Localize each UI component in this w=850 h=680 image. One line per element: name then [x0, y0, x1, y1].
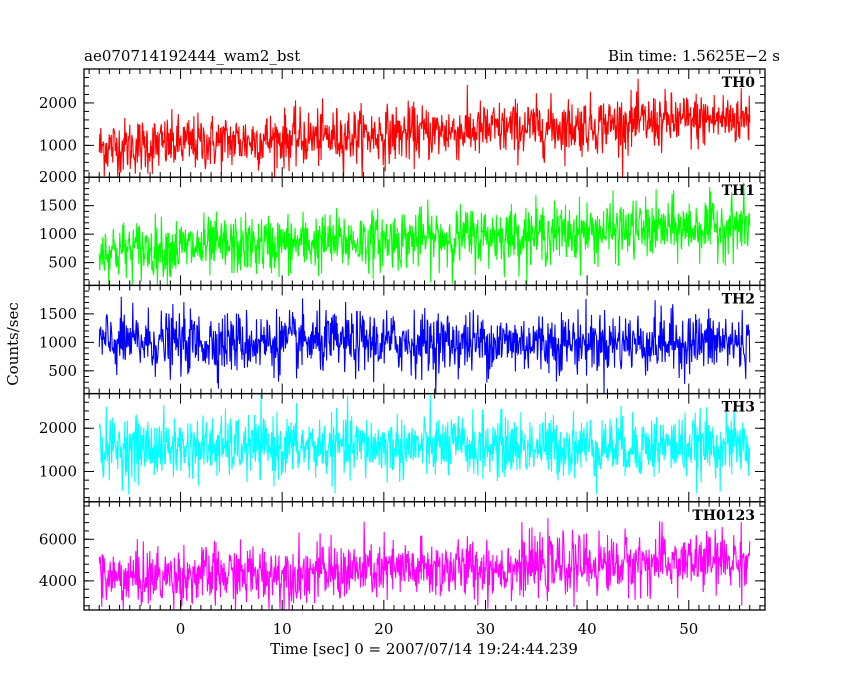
series-line-th0 — [98, 78, 751, 178]
y-tick-label: 1000 — [39, 225, 77, 243]
series-line-th0123 — [98, 518, 751, 610]
chart-title-left: ae070714192444_wam2_bst — [84, 47, 300, 65]
series-line-th1 — [98, 182, 751, 286]
y-axis-label: Counts/sec — [4, 302, 22, 386]
y-tick-label: 2000 — [39, 168, 77, 186]
panel-th0123: 4000 6000 TH0123 — [39, 501, 766, 611]
x-tick-label: 20 — [374, 620, 393, 638]
panel-label: TH2 — [722, 291, 755, 307]
panel-label: TH0 — [722, 75, 756, 91]
series-line-th3 — [98, 393, 751, 495]
panel-th0: 1000 2000 TH0 — [39, 68, 766, 178]
x-tick-label: 30 — [476, 620, 495, 638]
panel-label: TH1 — [722, 183, 755, 199]
y-tick-label: 6000 — [39, 530, 77, 548]
x-axis-label: Time [sec] 0 = 2007/07/14 19:24:44.239 — [270, 640, 578, 658]
x-tick-label: 50 — [679, 620, 698, 638]
y-tick-label: 1000 — [39, 463, 77, 481]
y-tick-label: 1500 — [39, 305, 77, 323]
x-tick-label: 10 — [273, 620, 292, 638]
y-tick-label: 1500 — [39, 197, 77, 215]
panel-th3: 1000 2000 TH3 — [39, 392, 766, 503]
panel-th1: 500 1000 1500 2000 TH1 — [39, 168, 766, 287]
y-tick-label: 1000 — [39, 136, 77, 154]
y-tick-label: 4000 — [39, 572, 77, 590]
y-tick-label: 2000 — [39, 94, 77, 112]
panel-label: TH0123 — [692, 508, 755, 524]
x-tick-label: 40 — [578, 620, 597, 638]
y-tick-label: 500 — [48, 362, 77, 380]
panel-th2: 500 1000 1500 TH2 — [39, 284, 766, 395]
panel-label: TH3 — [722, 400, 755, 416]
series-line-th2 — [98, 296, 751, 394]
y-tick-label: 2000 — [39, 419, 77, 437]
y-tick-label: 1000 — [39, 333, 77, 351]
x-axis: 0 10 20 30 40 50 — [176, 620, 699, 638]
chart-title-right: Bin time: 1.5625E−2 s — [608, 47, 780, 65]
y-tick-label: 500 — [48, 254, 77, 272]
x-tick-label: 0 — [176, 620, 186, 638]
panels-group: 1000 2000 TH0 500 1000 1500 2000 TH1 500 1000 1500… — [39, 68, 766, 611]
